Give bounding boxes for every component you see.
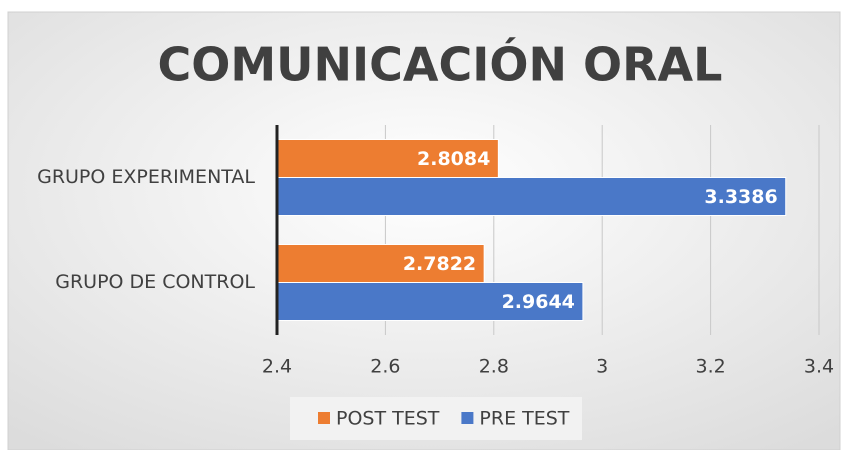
data-label: 3.3386 bbox=[704, 186, 777, 208]
bar bbox=[276, 177, 787, 216]
y-tick-label: GRUPO DE CONTROL bbox=[55, 271, 255, 293]
x-tick-label: 3.2 bbox=[695, 356, 725, 378]
bar bbox=[276, 139, 499, 178]
data-label: 2.7822 bbox=[403, 253, 476, 275]
legend-label: POST TEST bbox=[336, 408, 440, 430]
legend-swatch bbox=[461, 412, 474, 424]
x-tick-label: 3 bbox=[596, 356, 608, 378]
x-tick-label: 2.4 bbox=[262, 356, 292, 378]
chart-title: COMUNICACIÓN ORAL bbox=[158, 38, 723, 92]
x-tick-label: 3.4 bbox=[804, 356, 834, 378]
x-tick-label: 2.6 bbox=[370, 356, 400, 378]
data-label: 2.9644 bbox=[502, 291, 575, 313]
legend-label: PRE TEST bbox=[479, 408, 569, 430]
y-tick-label: GRUPO EXPERIMENTAL bbox=[37, 166, 255, 188]
legend-box bbox=[290, 397, 582, 440]
bar bbox=[276, 282, 584, 321]
x-tick-label: 2.8 bbox=[479, 356, 509, 378]
legend-swatch bbox=[318, 412, 330, 424]
data-label: 2.8084 bbox=[417, 148, 490, 170]
chart-area bbox=[7, 11, 841, 450]
